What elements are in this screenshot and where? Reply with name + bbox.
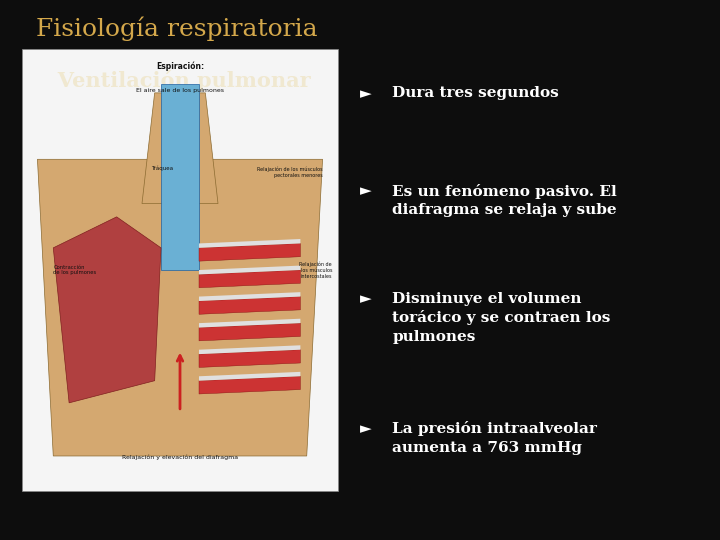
Polygon shape xyxy=(199,319,300,328)
Text: Dura tres segundos: Dura tres segundos xyxy=(392,86,559,100)
FancyBboxPatch shape xyxy=(161,84,199,270)
Polygon shape xyxy=(199,239,300,248)
Polygon shape xyxy=(199,244,300,261)
Polygon shape xyxy=(37,159,323,456)
Text: Relajación de
los músculos
intercostales: Relajación de los músculos intercostales xyxy=(300,261,332,279)
Polygon shape xyxy=(199,266,300,274)
Polygon shape xyxy=(199,350,300,367)
Text: ►: ► xyxy=(360,86,372,102)
Text: Espiración:: Espiración: xyxy=(156,62,204,71)
Text: Disminuye el volumen
torácico y se contraen los
pulmones: Disminuye el volumen torácico y se contr… xyxy=(392,292,611,344)
Text: ►: ► xyxy=(360,421,372,436)
Text: La presión intraalveolar
aumenta a 763 mmHg: La presión intraalveolar aumenta a 763 m… xyxy=(392,421,598,455)
Text: El aire sale de los pulmones: El aire sale de los pulmones xyxy=(136,89,224,93)
Polygon shape xyxy=(199,345,300,354)
FancyBboxPatch shape xyxy=(22,49,338,491)
Polygon shape xyxy=(142,93,218,204)
Text: Relajación de los músculos
pectorales menores: Relajación de los músculos pectorales me… xyxy=(257,167,323,178)
Text: Tráquea: Tráquea xyxy=(151,165,174,171)
Text: Relajación y elevación del diafragma: Relajación y elevación del diafragma xyxy=(122,455,238,461)
Text: Fisiología respiratoria: Fisiología respiratoria xyxy=(36,16,318,40)
Text: Es un fenómeno pasivo. El
diafragma se relaja y sube: Es un fenómeno pasivo. El diafragma se r… xyxy=(392,184,617,217)
Text: ►: ► xyxy=(360,184,372,199)
Polygon shape xyxy=(199,372,300,381)
Polygon shape xyxy=(199,292,300,301)
Text: ►: ► xyxy=(360,292,372,307)
Text: Contracción
de los pulmones: Contracción de los pulmones xyxy=(53,265,96,275)
Polygon shape xyxy=(199,323,300,341)
Polygon shape xyxy=(199,376,300,394)
Polygon shape xyxy=(199,270,300,288)
Polygon shape xyxy=(199,296,300,314)
Text: Ventilación pulmonar: Ventilación pulmonar xyxy=(36,70,310,91)
Polygon shape xyxy=(53,217,161,403)
